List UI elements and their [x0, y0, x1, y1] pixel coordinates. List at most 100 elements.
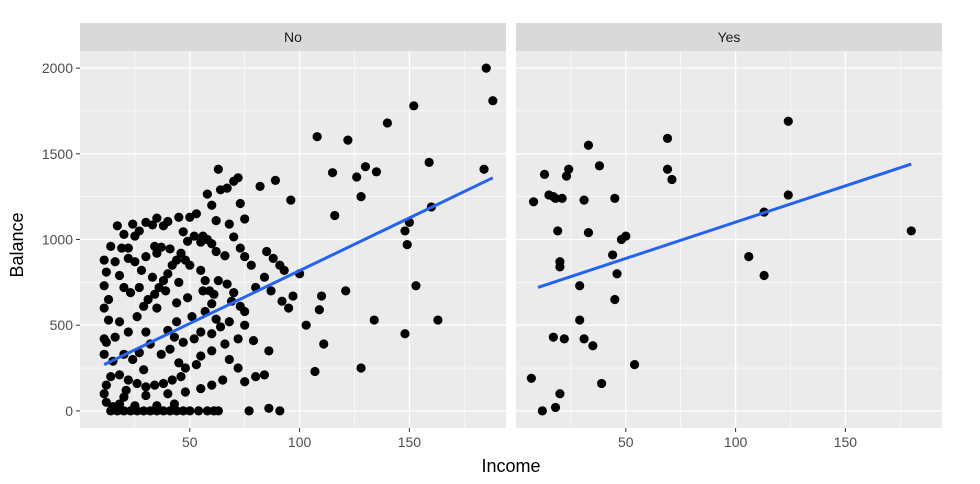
- data-point: [211, 216, 221, 226]
- data-point: [196, 383, 206, 394]
- data-point: [224, 317, 234, 327]
- data-point: [121, 385, 131, 395]
- data-point: [152, 401, 162, 411]
- data-point: [301, 320, 311, 330]
- data-point: [479, 164, 489, 174]
- data-point: [161, 286, 171, 296]
- data-point: [123, 375, 133, 385]
- data-point: [213, 276, 223, 286]
- x-axis: 50 100 150 50 100 150: [182, 428, 857, 450]
- y-tick-label: 1500: [42, 146, 73, 162]
- data-point: [178, 227, 188, 237]
- data-point: [174, 277, 184, 287]
- data-point: [141, 252, 151, 262]
- data-point: [255, 181, 265, 191]
- data-point: [202, 189, 212, 199]
- data-point: [312, 132, 322, 142]
- data-point: [310, 366, 320, 377]
- data-point: [224, 219, 234, 229]
- data-point: [360, 162, 371, 172]
- data-point: [150, 289, 160, 299]
- data-point: [314, 305, 324, 315]
- data-point: [356, 192, 366, 202]
- data-point: [588, 341, 598, 351]
- data-point: [139, 301, 149, 311]
- facet-panel-yes: Yes: [516, 23, 942, 428]
- data-point: [539, 169, 550, 179]
- data-point: [132, 312, 142, 322]
- data-point: [548, 332, 558, 342]
- data-point: [114, 270, 125, 281]
- data-point: [400, 226, 410, 236]
- data-point: [610, 193, 620, 203]
- data-point: [275, 406, 285, 416]
- data-point: [152, 303, 162, 313]
- data-point: [99, 303, 109, 313]
- data-point: [279, 265, 289, 275]
- data-point: [251, 371, 261, 382]
- y-tick-label: 0: [65, 403, 73, 419]
- data-point: [400, 329, 410, 339]
- data-point: [286, 195, 296, 205]
- data-point: [621, 231, 631, 241]
- data-point: [176, 371, 186, 382]
- data-point: [178, 337, 188, 347]
- data-point: [110, 257, 120, 267]
- data-point: [402, 240, 412, 250]
- data-point: [224, 354, 234, 365]
- data-point: [128, 219, 138, 229]
- x-tick-label: 50: [182, 434, 198, 450]
- data-point: [169, 332, 180, 342]
- data-point: [575, 281, 585, 291]
- data-point: [150, 380, 160, 390]
- data-point: [594, 161, 605, 171]
- y-axis: 0 500 1000 1500 2000: [42, 60, 80, 419]
- data-point: [233, 363, 243, 373]
- data-point: [240, 214, 250, 224]
- data-point: [371, 167, 382, 177]
- data-point: [222, 279, 232, 289]
- data-point: [163, 389, 173, 399]
- data-point: [211, 314, 221, 324]
- data-point: [341, 286, 351, 296]
- data-point: [174, 358, 184, 368]
- data-point: [207, 329, 217, 339]
- x-tick-label: 100: [724, 434, 748, 450]
- data-point: [141, 382, 151, 392]
- y-tick-label: 2000: [42, 60, 73, 76]
- data-point: [424, 157, 434, 167]
- data-point: [200, 276, 210, 286]
- data-point: [185, 260, 195, 270]
- data-point: [196, 265, 206, 275]
- data-point: [143, 294, 153, 305]
- data-point: [174, 212, 184, 222]
- data-point: [172, 298, 182, 308]
- data-point: [178, 406, 188, 416]
- data-point: [215, 322, 226, 332]
- data-point: [110, 332, 120, 342]
- data-point: [211, 246, 221, 257]
- data-point: [112, 221, 122, 231]
- facet-panels: No Yes: [80, 23, 942, 428]
- data-point: [132, 378, 142, 389]
- data-point: [152, 213, 162, 223]
- fit-line: [537, 162, 912, 289]
- data-point: [185, 406, 195, 416]
- data-point: [284, 303, 294, 313]
- data-point: [123, 253, 133, 263]
- data-point: [119, 406, 129, 416]
- data-point: [553, 226, 563, 236]
- data-point: [557, 193, 567, 203]
- data-point: [147, 220, 158, 230]
- data-point: [207, 380, 217, 390]
- data-point: [165, 344, 175, 354]
- data-point: [343, 135, 353, 145]
- data-point: [158, 221, 169, 231]
- data-point: [147, 272, 158, 282]
- data-point: [125, 288, 136, 298]
- data-point: [117, 243, 127, 253]
- data-point: [537, 406, 547, 416]
- data-point: [158, 276, 169, 286]
- data-point: [629, 359, 640, 370]
- data-point: [139, 365, 149, 375]
